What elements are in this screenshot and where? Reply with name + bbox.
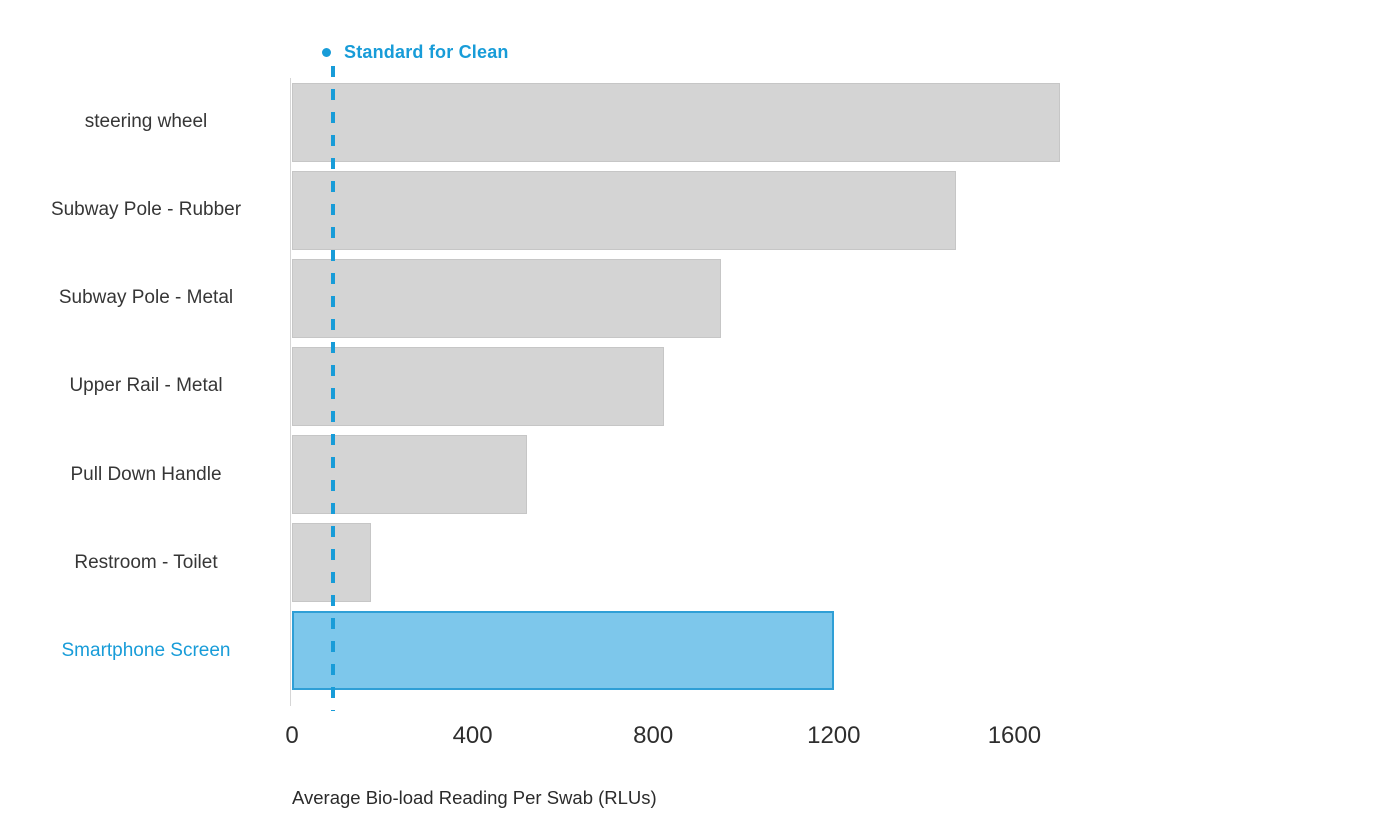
- legend-marker-icon: [322, 48, 331, 57]
- x-axis-tick-label: 0: [285, 722, 299, 749]
- category-label: Subway Pole - Rubber: [50, 199, 242, 221]
- x-axis-title: Average Bio-load Reading Per Swab (RLUs): [292, 787, 657, 808]
- legend-item-standard-for-clean[interactable]: Standard for Clean: [322, 42, 509, 63]
- x-axis-tick-label: 400: [452, 722, 493, 749]
- legend-label: Standard for Clean: [344, 42, 509, 62]
- y-axis-line: [290, 78, 291, 706]
- bar: [292, 347, 665, 426]
- x-axis-tick-labels: 0 400 800 1200 1600: [285, 722, 1398, 752]
- bar: [292, 82, 1060, 162]
- x-axis-tick-label: 1200: [807, 722, 861, 749]
- x-axis-tick-label: 1600: [987, 722, 1042, 749]
- bar: [292, 258, 721, 338]
- bar: [292, 435, 527, 515]
- category-labels: steering wheel Subway Pole - Rubber Subway…: [0, 78, 292, 695]
- category-label: Upper Rail - Metal: [69, 375, 223, 397]
- category-label: Pull Down Handle: [70, 463, 222, 485]
- category-label: steering wheel: [84, 111, 208, 133]
- category-label: Smartphone Screen: [61, 639, 231, 661]
- category-label: Subway Pole - Metal: [58, 287, 234, 309]
- plot-area: [292, 78, 1398, 695]
- category-label: Restroom - Toilet: [74, 551, 218, 573]
- standard-for-clean-reference-line: [330, 66, 335, 711]
- x-axis-tick-label: 800: [633, 722, 674, 749]
- bar-highlighted: [292, 611, 834, 691]
- bar: [292, 170, 956, 250]
